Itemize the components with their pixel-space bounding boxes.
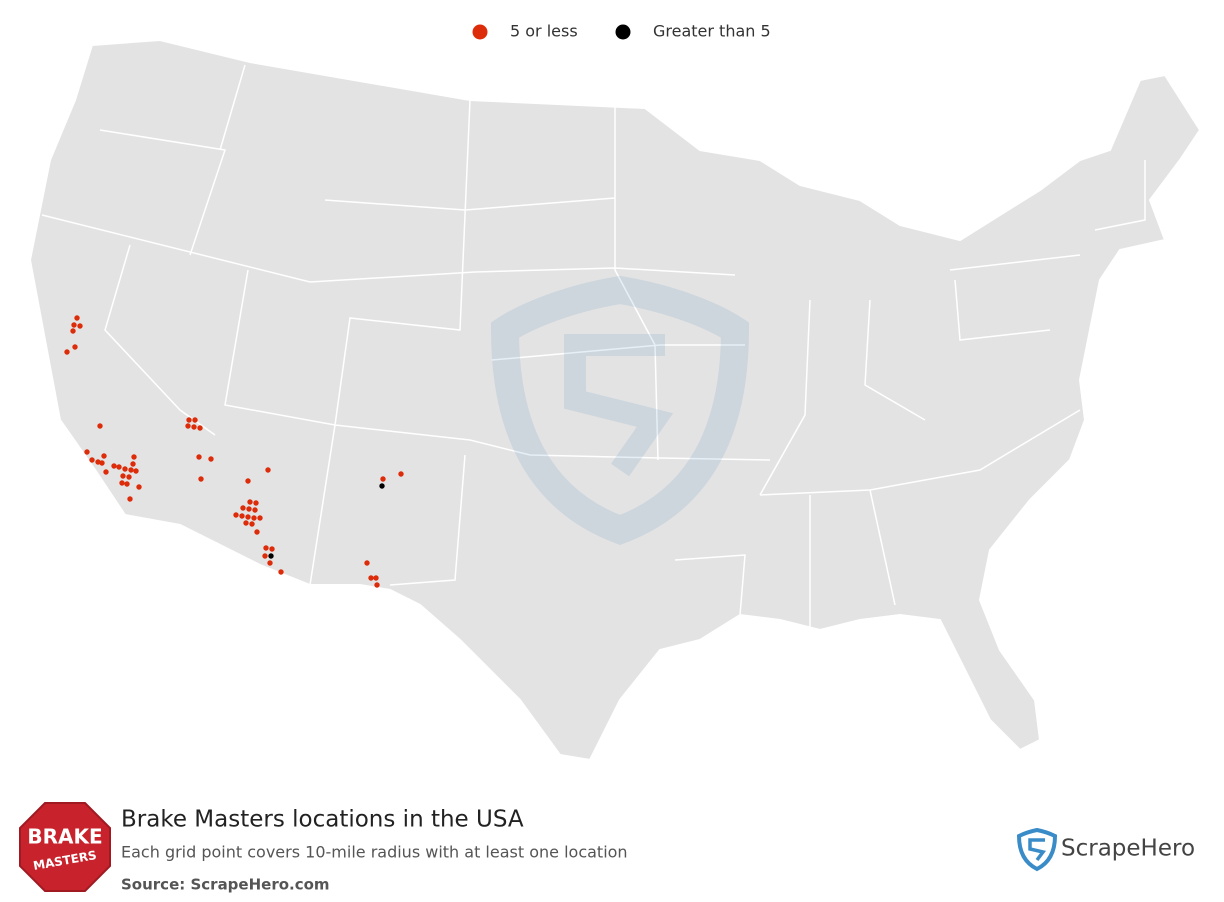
location-dot [77, 323, 83, 329]
scrapehero-logo: ScrapeHero [1016, 827, 1195, 872]
legend: 5 or less Greater than 5 [472, 22, 771, 41]
location-dot [265, 467, 271, 473]
location-dot [233, 512, 239, 518]
location-dot [116, 464, 122, 470]
location-dot [398, 471, 404, 477]
location-dot [186, 417, 192, 423]
state-borders [41, 64, 1146, 630]
location-dot [126, 474, 132, 480]
location-dot [208, 456, 214, 462]
location-dot [103, 469, 109, 475]
location-dot [251, 515, 257, 521]
location-dot [185, 423, 191, 429]
location-dot [368, 575, 374, 581]
title: Brake Masters locations in the USA [121, 807, 524, 833]
location-dot [253, 500, 259, 506]
location-dot [72, 344, 78, 350]
location-dot [120, 473, 126, 479]
location-dot [267, 560, 273, 566]
location-dot [243, 520, 249, 526]
location-dot [380, 476, 386, 482]
location-dot [136, 484, 142, 490]
location-dot [379, 483, 385, 489]
location-dot [374, 582, 380, 588]
location-dot [240, 505, 246, 511]
location-dot [249, 521, 255, 527]
location-dots [64, 315, 404, 588]
legend-label: 5 or less [510, 22, 578, 41]
logo-octagon [19, 802, 111, 892]
location-dot [99, 460, 105, 466]
location-dot [133, 468, 139, 474]
location-dot [128, 467, 134, 473]
location-dot [124, 481, 130, 487]
legend-label: Greater than 5 [653, 22, 771, 41]
location-dot [119, 480, 125, 486]
location-dot [257, 515, 263, 521]
legend-swatch [472, 24, 488, 40]
location-dot [197, 425, 203, 431]
location-dot [101, 453, 107, 459]
location-dot [89, 457, 95, 463]
legend-swatch [615, 24, 631, 40]
location-dot [364, 560, 370, 566]
logo-top: BRAKE [27, 825, 102, 849]
watermark [490, 275, 750, 545]
location-dot [252, 507, 258, 513]
brand-shield [1016, 827, 1058, 872]
location-dot [246, 506, 252, 512]
location-dot [131, 454, 137, 460]
location-dot [122, 466, 128, 472]
location-dot [64, 349, 70, 355]
location-dot [245, 514, 251, 520]
source: Source: ScrapeHero.com [121, 876, 330, 894]
location-dot [130, 461, 136, 467]
location-dot [269, 546, 275, 552]
location-dot [191, 424, 197, 430]
location-dot [84, 449, 90, 455]
location-dot [278, 569, 284, 575]
location-dot [127, 496, 133, 502]
location-dot [70, 328, 76, 334]
location-dot [74, 315, 80, 321]
location-dot [245, 478, 251, 484]
location-dot [111, 463, 117, 469]
location-dot [263, 545, 269, 551]
location-dot [97, 423, 103, 429]
location-dot [192, 417, 198, 423]
brand: ScrapeHero [1061, 836, 1195, 862]
location-dot [198, 476, 204, 482]
location-dot [71, 322, 77, 328]
subtitle: Each grid point covers 10-mile radius wi… [121, 843, 628, 862]
location-dot [373, 575, 379, 581]
location-dot [254, 529, 260, 535]
location-dot [262, 553, 268, 559]
location-dot [247, 499, 253, 505]
location-dot [239, 513, 245, 519]
location-dot [268, 553, 274, 559]
us-map [28, 38, 1202, 762]
land [28, 38, 1202, 762]
brake-masters-logo: BRAKE MASTERS [19, 802, 111, 892]
location-dot [196, 454, 202, 460]
